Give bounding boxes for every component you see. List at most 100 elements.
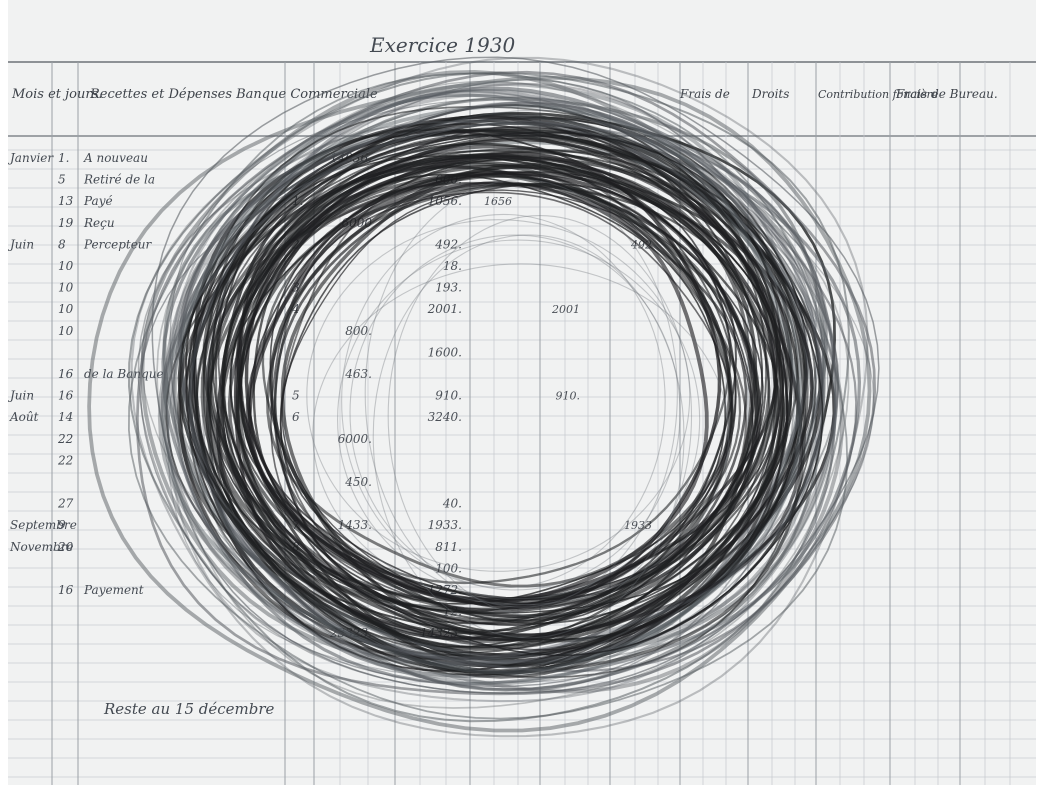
row-amt1: 450. bbox=[344, 475, 372, 489]
scribble-stroke bbox=[170, 120, 795, 665]
row-day: 16 bbox=[58, 583, 74, 597]
scribble-stroke bbox=[157, 82, 816, 686]
row-day: 13 bbox=[58, 194, 74, 208]
scribble-stroke bbox=[127, 71, 850, 723]
scribble-stroke bbox=[194, 112, 807, 674]
scribble-stroke bbox=[168, 93, 839, 666]
row-amt2: 40. bbox=[442, 497, 462, 511]
header-date: Mois et jours. bbox=[11, 87, 102, 102]
scribble-stroke bbox=[173, 97, 826, 692]
header-col-a: Frais de bbox=[679, 87, 730, 101]
row-day: 16 bbox=[58, 367, 74, 381]
row-month: Janvier bbox=[7, 151, 54, 165]
header-col-b: Droits bbox=[751, 87, 789, 101]
row-month: Août bbox=[9, 410, 39, 424]
footer-note: Reste au 15 décembre bbox=[103, 700, 275, 718]
scribble-stroke bbox=[130, 56, 869, 738]
row-text: Payement bbox=[83, 583, 144, 597]
row-day: 16 bbox=[58, 389, 74, 403]
header-col-d: Frais de Bureau. bbox=[895, 87, 998, 101]
scribble-stroke bbox=[217, 125, 785, 651]
row-day: 9 bbox=[58, 518, 66, 532]
row-amt2: 811. bbox=[435, 540, 462, 554]
row-amt2: 18. bbox=[443, 259, 462, 273]
row-month: Novembre bbox=[9, 540, 74, 554]
scribble-stroke bbox=[269, 173, 764, 626]
row-amt1: 1433. bbox=[338, 518, 372, 532]
row-amt2: 910. bbox=[435, 389, 462, 403]
row-day: 27 bbox=[57, 497, 74, 511]
row-amt3: 2001 bbox=[551, 303, 580, 316]
row-amt1: 463. bbox=[344, 367, 372, 381]
charcoal-scribble bbox=[87, 56, 880, 738]
row-amt3: 910. bbox=[556, 390, 581, 403]
scribble-stroke bbox=[207, 131, 824, 656]
row-day: 10 bbox=[58, 281, 74, 295]
header-col-c: Contribution foncière bbox=[818, 88, 939, 101]
row-day: 8 bbox=[58, 237, 66, 251]
row-amt2: 1933. bbox=[428, 518, 462, 532]
row-text: Payé bbox=[83, 194, 113, 208]
scribble-stroke bbox=[187, 89, 824, 661]
scribble-stroke bbox=[244, 151, 722, 610]
scribble-stroke bbox=[137, 96, 818, 694]
scribble-stroke bbox=[87, 75, 872, 733]
row-amt2: 1600. bbox=[428, 345, 462, 359]
scribble-stroke bbox=[172, 101, 858, 673]
row-day: 22 bbox=[57, 432, 73, 446]
row-day: 1. bbox=[58, 151, 69, 165]
scribble-stroke bbox=[270, 191, 733, 611]
scribble-inner-loop bbox=[364, 179, 678, 608]
row-day: 14 bbox=[58, 410, 73, 424]
row-day: 10 bbox=[58, 259, 74, 273]
scribble-stroke bbox=[237, 162, 770, 623]
scribble-stroke bbox=[160, 122, 837, 691]
scribble-inner-loop bbox=[337, 239, 701, 600]
scribble-inner-loop bbox=[306, 219, 691, 572]
row-ref: 6 bbox=[292, 410, 300, 424]
row-day: 10 bbox=[58, 324, 74, 338]
row-amt2: 2001. bbox=[427, 302, 462, 316]
page-title: Exercice 1930 bbox=[369, 33, 515, 57]
row-ref: 4 bbox=[291, 302, 300, 316]
row-day: 20 bbox=[57, 540, 74, 554]
scribble-inner-loop bbox=[341, 213, 666, 589]
scribble-stroke bbox=[128, 72, 849, 720]
scribble-stroke bbox=[233, 137, 814, 642]
scribble-stroke bbox=[261, 173, 732, 585]
row-text: de la Banque bbox=[84, 367, 164, 381]
header-description: Recettes et Dépenses Banque Commerciale bbox=[89, 87, 378, 102]
row-day: 10 bbox=[58, 302, 74, 316]
scribble-inner-loop bbox=[372, 234, 685, 639]
scribble-stroke bbox=[163, 101, 845, 694]
row-amt3: 1656 bbox=[484, 195, 512, 208]
row-month: Juin bbox=[7, 237, 34, 251]
row-amt4: 1933 bbox=[624, 519, 652, 532]
row-amt1: 800. bbox=[345, 324, 372, 338]
scribble-stroke bbox=[229, 149, 768, 632]
scribble-stroke bbox=[187, 105, 817, 676]
row-text: Reçu bbox=[83, 216, 115, 230]
row-text: A nouveau bbox=[83, 151, 148, 165]
row-amt2: 3240. bbox=[428, 410, 462, 424]
row-text: Retiré de la bbox=[83, 173, 155, 187]
row-amt1: 6000. bbox=[338, 432, 372, 446]
scribble-stroke bbox=[227, 145, 804, 638]
row-month: Juin bbox=[7, 389, 34, 403]
scribble-stroke bbox=[161, 103, 802, 675]
scribble-inner-loop bbox=[387, 215, 693, 618]
row-ref: 5 bbox=[292, 389, 300, 403]
row-day: 22 bbox=[57, 453, 73, 467]
row-day: 5 bbox=[58, 173, 66, 187]
row-month: Septembre bbox=[10, 518, 77, 532]
scribble-inner-loop bbox=[312, 263, 730, 606]
scribble-inner-loop bbox=[349, 234, 681, 591]
scribble-stroke bbox=[151, 56, 880, 695]
scribble-stroke bbox=[238, 155, 778, 607]
scribble-stroke bbox=[221, 142, 779, 635]
row-day: 19 bbox=[58, 216, 74, 230]
row-amt2: 492. bbox=[434, 237, 462, 251]
scribble-stroke bbox=[167, 109, 875, 683]
row-text: Percepteur bbox=[83, 237, 153, 251]
